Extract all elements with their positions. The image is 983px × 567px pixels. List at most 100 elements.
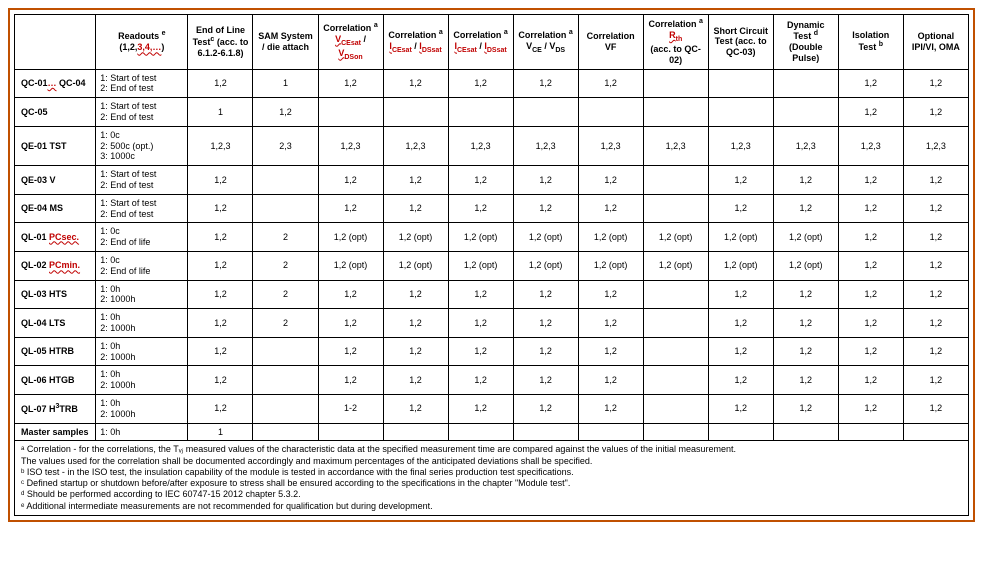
data-cell bbox=[253, 394, 318, 423]
data-cell: 1,2 bbox=[318, 194, 383, 223]
header-eol: End of Line Testc (acc. to 6.1.2-6.1.8) bbox=[188, 15, 253, 70]
footnote-line: ᵈ Should be performed according to IEC 6… bbox=[21, 489, 962, 500]
data-cell: 1,2 bbox=[903, 394, 968, 423]
data-cell: 1,2 bbox=[578, 280, 643, 309]
data-cell: 1,2 bbox=[383, 280, 448, 309]
row-label: QE-01 TST bbox=[15, 126, 96, 165]
data-cell: 1,2 bbox=[578, 69, 643, 98]
data-cell: 1,2 bbox=[708, 366, 773, 395]
data-row: QC-01… QC-041: Start of test2: End of te… bbox=[15, 69, 969, 98]
data-row: QL-05 HTRB1: 0h2: 1000h1,21,21,21,21,21,… bbox=[15, 337, 969, 366]
data-cell: 1,2 bbox=[578, 337, 643, 366]
data-cell bbox=[838, 423, 903, 441]
master-row: Master samples1: 0h1 bbox=[15, 423, 969, 441]
data-cell: 2 bbox=[253, 251, 318, 280]
row-label: QL-01 PCsec. bbox=[15, 223, 96, 252]
data-cell: 1,2 bbox=[578, 166, 643, 195]
data-cell: 1,2 (opt) bbox=[708, 223, 773, 252]
data-cell: 1,2 bbox=[903, 251, 968, 280]
readout-cell: 1: 0c2: End of life bbox=[96, 223, 188, 252]
data-cell bbox=[383, 423, 448, 441]
data-cell: 1,2 bbox=[903, 69, 968, 98]
data-cell bbox=[708, 423, 773, 441]
data-cell: 1,2 (opt) bbox=[578, 251, 643, 280]
data-cell: 1,2 bbox=[513, 366, 578, 395]
data-cell: 1,2 bbox=[838, 69, 903, 98]
data-cell bbox=[513, 98, 578, 127]
header-short: Short Circuit Test (acc. to QC-03) bbox=[708, 15, 773, 70]
data-cell: 1,2 bbox=[513, 194, 578, 223]
data-cell: 1,2 bbox=[773, 394, 838, 423]
data-cell: 1,2 (opt) bbox=[773, 251, 838, 280]
readout-cell: 1: 0c2: 500c (opt.)3: 1000c bbox=[96, 126, 188, 165]
row-label: QE-04 MS bbox=[15, 194, 96, 223]
header-corr-rth: Correlation aRth(acc. to QC-02) bbox=[643, 15, 708, 70]
data-cell: 1,2,3 bbox=[708, 126, 773, 165]
data-cell: 1,2 bbox=[838, 98, 903, 127]
data-cell: 1,2 bbox=[903, 366, 968, 395]
data-cell bbox=[773, 423, 838, 441]
header-corr-ices2: Correlation aICEsat / IDSsat bbox=[448, 15, 513, 70]
data-cell: 1,2 bbox=[773, 337, 838, 366]
footnote-line: The values used for the correlation shal… bbox=[21, 456, 962, 467]
data-cell: 1 bbox=[188, 98, 253, 127]
data-cell bbox=[448, 98, 513, 127]
data-cell: 1,2 bbox=[513, 166, 578, 195]
matrix-table: Readouts e(1,2,3,4,…) End of Line Testc … bbox=[14, 14, 969, 441]
data-cell: 1,2 bbox=[383, 166, 448, 195]
header-corr-vcevds: Correlation aVCE / VDS bbox=[513, 15, 578, 70]
data-cell: 1,2 bbox=[773, 309, 838, 338]
data-cell: 1,2 bbox=[838, 166, 903, 195]
data-cell bbox=[773, 98, 838, 127]
data-cell bbox=[643, 366, 708, 395]
footnote-line: ᵉ Additional intermediate measurements a… bbox=[21, 501, 962, 512]
readout-cell: 1: Start of test2: End of test bbox=[96, 194, 188, 223]
data-cell: 1,2 bbox=[838, 280, 903, 309]
data-cell bbox=[643, 280, 708, 309]
data-row: QE-04 MS1: Start of test2: End of test 1,… bbox=[15, 194, 969, 223]
data-cell bbox=[643, 394, 708, 423]
data-cell: 1 bbox=[253, 69, 318, 98]
data-cell: 1,2,3 bbox=[318, 126, 383, 165]
footnote-line: ᶜ Defined startup or shutdown before/aft… bbox=[21, 478, 962, 489]
data-cell bbox=[773, 69, 838, 98]
data-row: QL-04 LTS1: 0h2: 1000h1,221,21,21,21,21,… bbox=[15, 309, 969, 338]
data-cell: 1,2 bbox=[838, 223, 903, 252]
data-cell: 1,2 bbox=[253, 98, 318, 127]
data-row: QL-02 PCmin.1: 0c2: End of life1,221,2 (… bbox=[15, 251, 969, 280]
row-label: QC-01… QC-04 bbox=[15, 69, 96, 98]
data-cell: 1,2 (opt) bbox=[318, 223, 383, 252]
data-cell: 1,2 bbox=[448, 366, 513, 395]
data-cell: 1,2 bbox=[448, 309, 513, 338]
data-cell: 1,2 bbox=[838, 337, 903, 366]
readout-cell: 1: Start of test2: End of test bbox=[96, 166, 188, 195]
row-label: QE-03 V bbox=[15, 166, 96, 195]
data-cell: 1,2 bbox=[513, 337, 578, 366]
header-readouts: Readouts e(1,2,3,4,…) bbox=[96, 15, 188, 70]
data-cell: 1,2 (opt) bbox=[643, 251, 708, 280]
row-label: QL-05 HTRB bbox=[15, 337, 96, 366]
data-cell: 1,2 bbox=[903, 280, 968, 309]
data-cell: 1,2 bbox=[838, 194, 903, 223]
data-cell bbox=[318, 98, 383, 127]
data-row: QE-03 V1: Start of test2: End of test 1,2… bbox=[15, 166, 969, 195]
data-row: QL-06 HTGB1: 0h2: 1000h1,21,21,21,21,21,… bbox=[15, 366, 969, 395]
data-cell: 1,2 bbox=[838, 394, 903, 423]
data-cell: 1,2 bbox=[708, 337, 773, 366]
data-cell: 1,2 (opt) bbox=[513, 251, 578, 280]
header-sam: SAM System / die attach bbox=[253, 15, 318, 70]
data-cell: 1,2 bbox=[188, 337, 253, 366]
data-cell: 1,2 bbox=[903, 98, 968, 127]
data-cell: 1,2 bbox=[318, 366, 383, 395]
header-optional: Optional IPI/VI, OMA bbox=[903, 15, 968, 70]
readout-cell: 1: 0h2: 1000h bbox=[96, 394, 188, 423]
data-cell: 1,2 bbox=[383, 337, 448, 366]
data-cell: 1,2 (opt) bbox=[773, 223, 838, 252]
data-cell: 1,2,3 bbox=[513, 126, 578, 165]
data-cell: 1,2 bbox=[903, 194, 968, 223]
data-cell: 1,2 bbox=[188, 280, 253, 309]
row-label: QL-04 LTS bbox=[15, 309, 96, 338]
data-cell: 1,2,3 bbox=[383, 126, 448, 165]
data-cell bbox=[578, 98, 643, 127]
data-cell: 1,2 bbox=[448, 166, 513, 195]
